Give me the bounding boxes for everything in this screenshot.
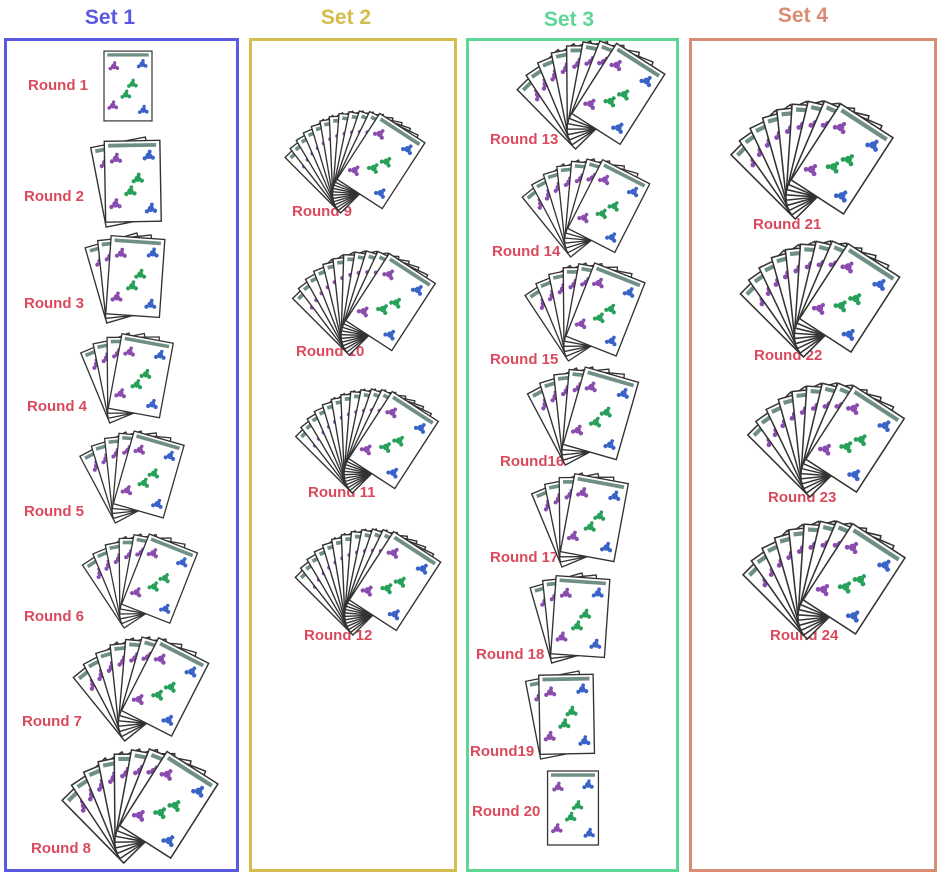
card-fan-round-17 bbox=[530, 472, 630, 568]
card-fan-round-11 bbox=[294, 388, 440, 494]
card-fan-round-16 bbox=[526, 366, 640, 466]
card-fan-round-22 bbox=[739, 240, 901, 359]
card-fan-round-1 bbox=[103, 50, 153, 122]
card-fan-round-7 bbox=[72, 636, 210, 742]
round-label: Round 18 bbox=[476, 646, 545, 663]
card-fan-round-13 bbox=[516, 40, 666, 151]
round-label: Round 20 bbox=[472, 803, 541, 820]
round-label: Round 7 bbox=[22, 713, 82, 730]
card-fan-round-9 bbox=[284, 110, 426, 214]
card bbox=[107, 332, 175, 419]
round-label: Round 3 bbox=[24, 295, 84, 312]
card bbox=[570, 42, 666, 146]
card bbox=[550, 574, 611, 659]
set-3-title: Set 3 bbox=[543, 8, 595, 31]
card bbox=[538, 673, 596, 755]
card-fan-round-6 bbox=[81, 533, 199, 629]
card bbox=[562, 366, 640, 461]
card-fan-round-4 bbox=[79, 332, 175, 424]
card-fan-round-3 bbox=[84, 232, 166, 324]
card-fan-round-23 bbox=[746, 382, 906, 499]
card bbox=[790, 102, 895, 216]
round-label: Round 6 bbox=[24, 608, 84, 625]
set-4-title: Set 4 bbox=[777, 4, 829, 27]
card bbox=[559, 472, 630, 563]
card bbox=[103, 139, 162, 223]
card bbox=[348, 530, 442, 632]
card bbox=[118, 750, 219, 860]
card-fan-round-15 bbox=[524, 262, 646, 362]
card bbox=[105, 234, 166, 319]
round-label: Round16 bbox=[500, 453, 565, 470]
card bbox=[103, 50, 153, 122]
card-fan-round-21 bbox=[729, 100, 895, 221]
set-2-title: Set 2 bbox=[320, 6, 372, 29]
round-label: Round 11 bbox=[308, 484, 376, 501]
round-label: Round 21 bbox=[753, 216, 822, 233]
card bbox=[120, 636, 210, 738]
card bbox=[798, 242, 901, 354]
round-label: Round 2 bbox=[24, 188, 84, 205]
round-label: Round 14 bbox=[492, 243, 561, 260]
round-label: Round 17 bbox=[490, 549, 559, 566]
card-fan-round-12 bbox=[294, 528, 442, 636]
card-fan-round-5 bbox=[79, 430, 185, 524]
card-fan-round-14 bbox=[521, 158, 651, 258]
round-label: Round 8 bbox=[31, 840, 91, 857]
round-label: Round 5 bbox=[24, 503, 84, 520]
card-fan-round-18 bbox=[529, 572, 611, 664]
set-1-title: Set 1 bbox=[84, 6, 136, 29]
card-fan-round-19 bbox=[524, 670, 596, 760]
card-fan-round-2 bbox=[89, 136, 162, 228]
card bbox=[804, 384, 906, 494]
card-fan-round-8 bbox=[61, 748, 219, 865]
round-label: Round 15 bbox=[490, 351, 559, 368]
card bbox=[564, 262, 646, 357]
round-label: Round 23 bbox=[768, 489, 837, 506]
card bbox=[336, 112, 426, 210]
card-fan-round-24 bbox=[741, 520, 907, 641]
card bbox=[566, 158, 651, 254]
round-label: Round 4 bbox=[27, 398, 87, 415]
round-label: Round 1 bbox=[28, 77, 88, 94]
card bbox=[347, 390, 440, 490]
card bbox=[120, 533, 199, 625]
card bbox=[546, 770, 600, 846]
card bbox=[112, 430, 185, 519]
card-fan-round-10 bbox=[291, 250, 437, 356]
card-fan-round-20 bbox=[546, 770, 600, 846]
round-label: Round19 bbox=[470, 743, 535, 760]
card bbox=[802, 522, 907, 636]
round-label: Round 13 bbox=[490, 131, 559, 148]
card bbox=[344, 252, 437, 352]
